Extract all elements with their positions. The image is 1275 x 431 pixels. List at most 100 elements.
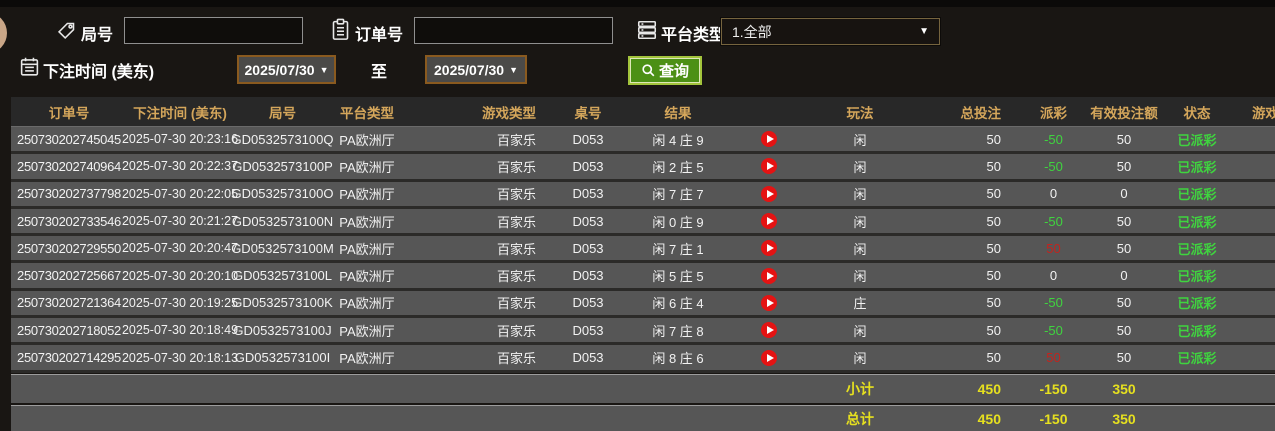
cell-table-no: D053 bbox=[572, 350, 604, 366]
cell-round: GD0532573100N bbox=[231, 213, 334, 229]
date-to-value: 2025/07/30 bbox=[434, 61, 505, 78]
cell-bet-time: 2025-07-30 20:19:25 bbox=[121, 295, 239, 310]
cell-valid-bet: 50 bbox=[1116, 131, 1132, 147]
cell-replay bbox=[730, 131, 824, 148]
cell-game-type: 百家乐 bbox=[496, 214, 536, 230]
cell-valid-bet: 0 bbox=[1120, 268, 1128, 284]
play-triangle bbox=[766, 326, 774, 335]
cell-order: 250730202740964 bbox=[17, 158, 121, 174]
table-row: 250730202740964 2025-07-30 20:22:37 GD0532… bbox=[11, 154, 1275, 182]
cell-total-bet: 50 bbox=[986, 350, 1001, 366]
table-row: 250730202718052 2025-07-30 20:18:49 GD0532… bbox=[11, 318, 1275, 346]
cell-play-type: 闲 bbox=[853, 214, 867, 230]
subtotal-payout: -150 bbox=[1039, 380, 1068, 397]
cell-game-type: 百家乐 bbox=[496, 241, 536, 257]
grand-total-label: 总计 bbox=[846, 410, 874, 427]
cell-status: 已派彩 bbox=[1177, 296, 1217, 312]
play-icon[interactable] bbox=[761, 349, 777, 366]
col-header-payout: 派彩 bbox=[1040, 105, 1067, 121]
cell-round: GD0532573100O bbox=[231, 186, 334, 202]
cell-table-no: D053 bbox=[572, 322, 604, 338]
order-input[interactable] bbox=[414, 17, 613, 44]
cell-payout: -50 bbox=[1044, 213, 1063, 229]
play-icon[interactable] bbox=[761, 294, 777, 311]
cell-status: 已派彩 bbox=[1177, 241, 1217, 257]
grand-total-payout: -150 bbox=[1039, 410, 1068, 427]
play-icon[interactable] bbox=[761, 185, 777, 202]
date-from-picker[interactable]: 2025/07/30 ▼ bbox=[237, 55, 336, 84]
side-panel-handle[interactable] bbox=[0, 13, 7, 53]
query-button[interactable]: 查询 bbox=[628, 56, 702, 85]
play-icon[interactable] bbox=[761, 213, 777, 230]
cell-total-bet: 50 bbox=[986, 295, 1001, 311]
col-header-platform: 平台类型 bbox=[340, 105, 394, 121]
cell-replay bbox=[730, 349, 824, 366]
cell-total-bet: 50 bbox=[986, 322, 1001, 338]
cell-valid-bet: 50 bbox=[1116, 295, 1132, 311]
cell-status: 已派彩 bbox=[1177, 351, 1217, 367]
col-header-round: 局号 bbox=[269, 105, 296, 121]
cell-table-no: D053 bbox=[572, 268, 604, 284]
table-row: 250730202721364 2025-07-30 20:19:25 GD0532… bbox=[11, 290, 1275, 319]
round-input[interactable] bbox=[124, 17, 303, 44]
cell-result: 闲 7 庄 8 bbox=[652, 323, 704, 339]
cell-platform: PA欧洲厅 bbox=[339, 323, 395, 339]
cell-round: GD0532573100L bbox=[232, 268, 333, 284]
cell-play-type: 闲 bbox=[853, 159, 867, 175]
cell-table-no: D053 bbox=[572, 158, 604, 174]
cell-replay bbox=[730, 213, 824, 230]
cell-order: 250730202725667 bbox=[17, 268, 121, 284]
grand-total-row: 总计 450 -150 350 bbox=[11, 404, 1275, 431]
cell-play-type: 庄 bbox=[853, 296, 867, 312]
cell-result: 闲 2 庄 5 bbox=[652, 159, 704, 175]
cell-bet-time: 2025-07-30 20:18:13 bbox=[121, 350, 239, 365]
date-from-value: 2025/07/30 bbox=[244, 61, 315, 78]
play-triangle bbox=[766, 189, 774, 198]
play-triangle bbox=[766, 271, 774, 280]
cell-valid-bet: 50 bbox=[1116, 240, 1132, 256]
cell-total-bet: 50 bbox=[986, 268, 1001, 284]
cell-bet-time: 2025-07-30 20:22:05 bbox=[121, 186, 239, 201]
cell-bet-time: 2025-07-30 20:21:27 bbox=[121, 214, 239, 229]
cell-play-type: 闲 bbox=[853, 132, 867, 148]
play-icon[interactable] bbox=[761, 131, 777, 148]
col-header-total-bet: 总投注 bbox=[960, 105, 1002, 121]
date-to-picker[interactable]: 2025/07/30 ▼ bbox=[425, 55, 527, 84]
cell-payout: 50 bbox=[1046, 240, 1061, 256]
cell-result: 闲 4 庄 9 bbox=[652, 132, 704, 148]
clipboard-icon bbox=[330, 18, 351, 46]
play-triangle bbox=[766, 217, 774, 226]
cell-bet-time: 2025-07-30 20:20:10 bbox=[121, 268, 239, 283]
cell-bet-time: 2025-07-30 20:22:37 bbox=[121, 159, 239, 174]
play-icon[interactable] bbox=[761, 322, 777, 339]
cell-table-no: D053 bbox=[572, 213, 604, 229]
platform-select-value: 1.全部 bbox=[732, 23, 772, 40]
play-icon[interactable] bbox=[761, 158, 777, 175]
platform-select[interactable]: 1.全部 ▼ bbox=[721, 18, 940, 45]
play-icon[interactable] bbox=[761, 240, 777, 257]
cell-game-type: 百家乐 bbox=[496, 296, 536, 312]
cell-round: GD0532573100P bbox=[232, 158, 333, 174]
cell-total-bet: 50 bbox=[986, 158, 1001, 174]
cell-order: 250730202729550 bbox=[17, 240, 121, 256]
cell-total-bet: 50 bbox=[986, 213, 1001, 229]
subtotal-label: 小计 bbox=[846, 380, 874, 397]
cell-replay bbox=[730, 158, 824, 175]
cell-payout: -50 bbox=[1044, 131, 1063, 147]
cell-total-bet: 50 bbox=[986, 186, 1001, 202]
col-header-order: 订单号 bbox=[48, 105, 90, 121]
cell-play-type: 闲 bbox=[853, 323, 867, 339]
cell-play-type: 闲 bbox=[853, 269, 867, 285]
table-row: 250730202745045 2025-07-30 20:23:16 GD0532… bbox=[11, 127, 1275, 155]
cell-platform: PA欧洲厅 bbox=[339, 187, 395, 203]
cell-total-bet: 50 bbox=[986, 131, 1001, 147]
table-header-row: 订单号 下注时间 (美东) 局号 平台类型 游戏类型 桌号 结果 玩法 总投注 … bbox=[11, 97, 1275, 127]
cell-result: 闲 0 庄 9 bbox=[652, 214, 704, 230]
play-icon[interactable] bbox=[761, 267, 777, 284]
cell-total-bet: 50 bbox=[986, 240, 1001, 256]
play-triangle bbox=[766, 244, 774, 253]
bets-table: 订单号 下注时间 (美东) 局号 平台类型 游戏类型 桌号 结果 玩法 总投注 … bbox=[11, 97, 1275, 431]
filter-panel: 局号 订单号 平台类型 1.全部 ▼ bbox=[0, 7, 1275, 97]
query-button-label: 查询 bbox=[658, 63, 689, 80]
cell-order: 250730202733546 bbox=[17, 213, 121, 229]
